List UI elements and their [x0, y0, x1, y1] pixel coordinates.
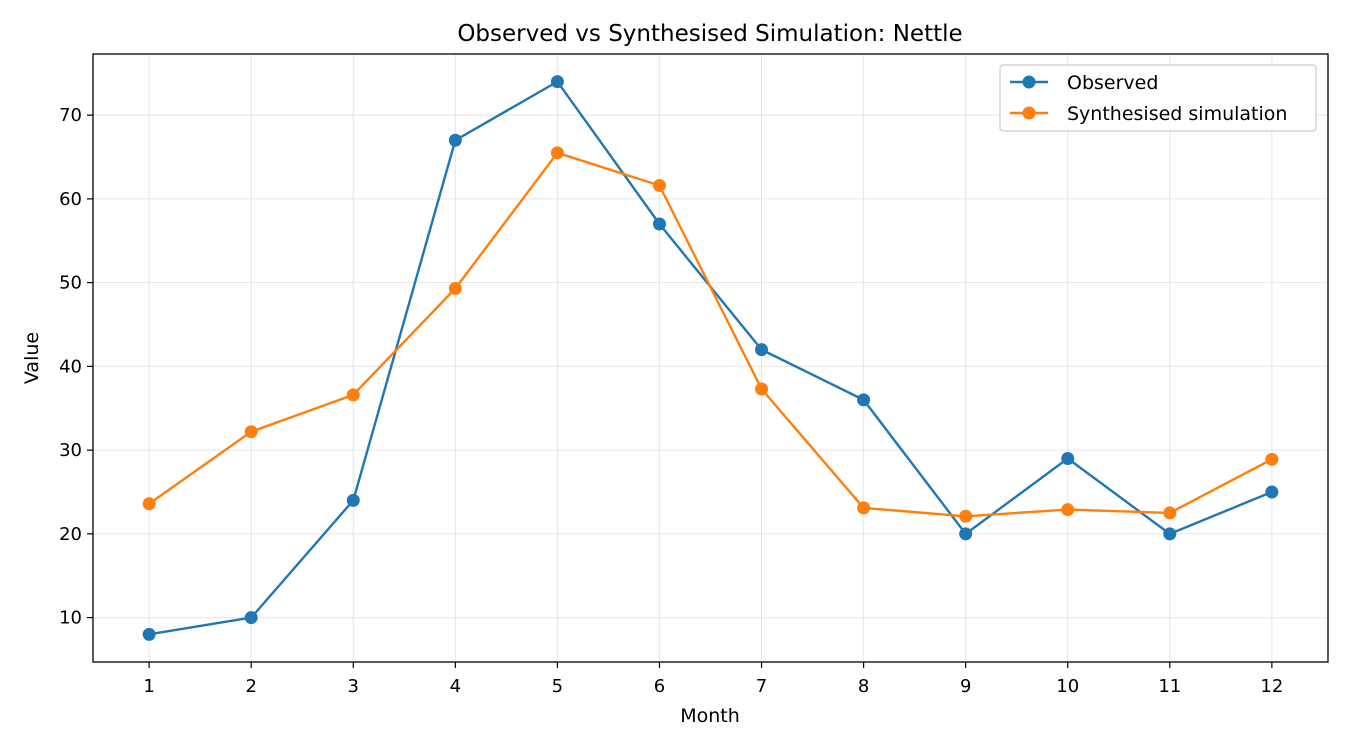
data-point-observed [652, 217, 666, 231]
legend-label-observed: Observed [1067, 72, 1158, 94]
data-point-observed [857, 393, 871, 407]
data-point-observed [1265, 485, 1279, 499]
legend-swatch-marker [1022, 106, 1036, 120]
data-point-observed [1061, 451, 1075, 465]
data-point-observed [550, 75, 564, 89]
y-tick-label: 50 [59, 273, 82, 294]
y-tick-label: 40 [59, 356, 82, 377]
x-tick-label: 7 [756, 676, 767, 697]
data-point-observed [244, 611, 258, 625]
legend-label-synthesised: Synthesised simulation [1067, 103, 1287, 125]
legend-box [999, 64, 1317, 132]
data-point-synthesised-simulation [1061, 503, 1075, 517]
data-point-observed [448, 133, 462, 147]
data-point-synthesised-simulation [1265, 452, 1279, 466]
data-point-synthesised-simulation [346, 388, 360, 402]
x-tick-label: 6 [654, 676, 665, 697]
x-axis-label: Month [680, 705, 740, 727]
series-layer [142, 75, 1279, 641]
data-point-synthesised-simulation [448, 281, 462, 295]
x-tick-label: 8 [858, 676, 869, 697]
legend: Observed Synthesised simulation [999, 64, 1317, 132]
series-line-synthesised-simulation [148, 151, 1273, 518]
data-point-synthesised-simulation [142, 497, 156, 511]
data-point-observed [959, 527, 973, 541]
y-axis-label: Value [21, 332, 43, 384]
data-point-synthesised-simulation [1163, 506, 1177, 520]
x-tick-label: 12 [1260, 676, 1283, 697]
data-point-observed [1163, 527, 1177, 541]
x-tick-label: 2 [245, 676, 256, 697]
y-tick-label: 20 [59, 524, 82, 545]
data-point-synthesised-simulation [550, 146, 564, 160]
legend-swatch-marker [1022, 75, 1036, 89]
data-point-synthesised-simulation [755, 382, 769, 396]
data-point-synthesised-simulation [244, 425, 258, 439]
x-tick-label: 5 [552, 676, 563, 697]
y-tick-label: 30 [59, 440, 82, 461]
x-tick-label: 10 [1056, 676, 1079, 697]
data-point-observed [346, 493, 360, 507]
data-point-observed [755, 343, 769, 357]
y-tick-label: 70 [59, 105, 82, 126]
x-tick-label: 9 [960, 676, 971, 697]
x-tick-label: 3 [348, 676, 359, 697]
data-point-observed [142, 627, 156, 641]
y-tick-label: 10 [59, 608, 82, 629]
x-tick-label: 1 [143, 676, 154, 697]
data-point-synthesised-simulation [857, 501, 871, 515]
y-tick-label: 60 [59, 189, 82, 210]
data-point-synthesised-simulation [959, 509, 973, 523]
x-tick-label: 4 [450, 676, 461, 697]
chart-title: Observed vs Synthesised Simulation: Nett… [457, 21, 962, 47]
data-point-synthesised-simulation [652, 178, 666, 192]
plot-frame [92, 53, 1329, 663]
x-tick-label: 11 [1158, 676, 1181, 697]
